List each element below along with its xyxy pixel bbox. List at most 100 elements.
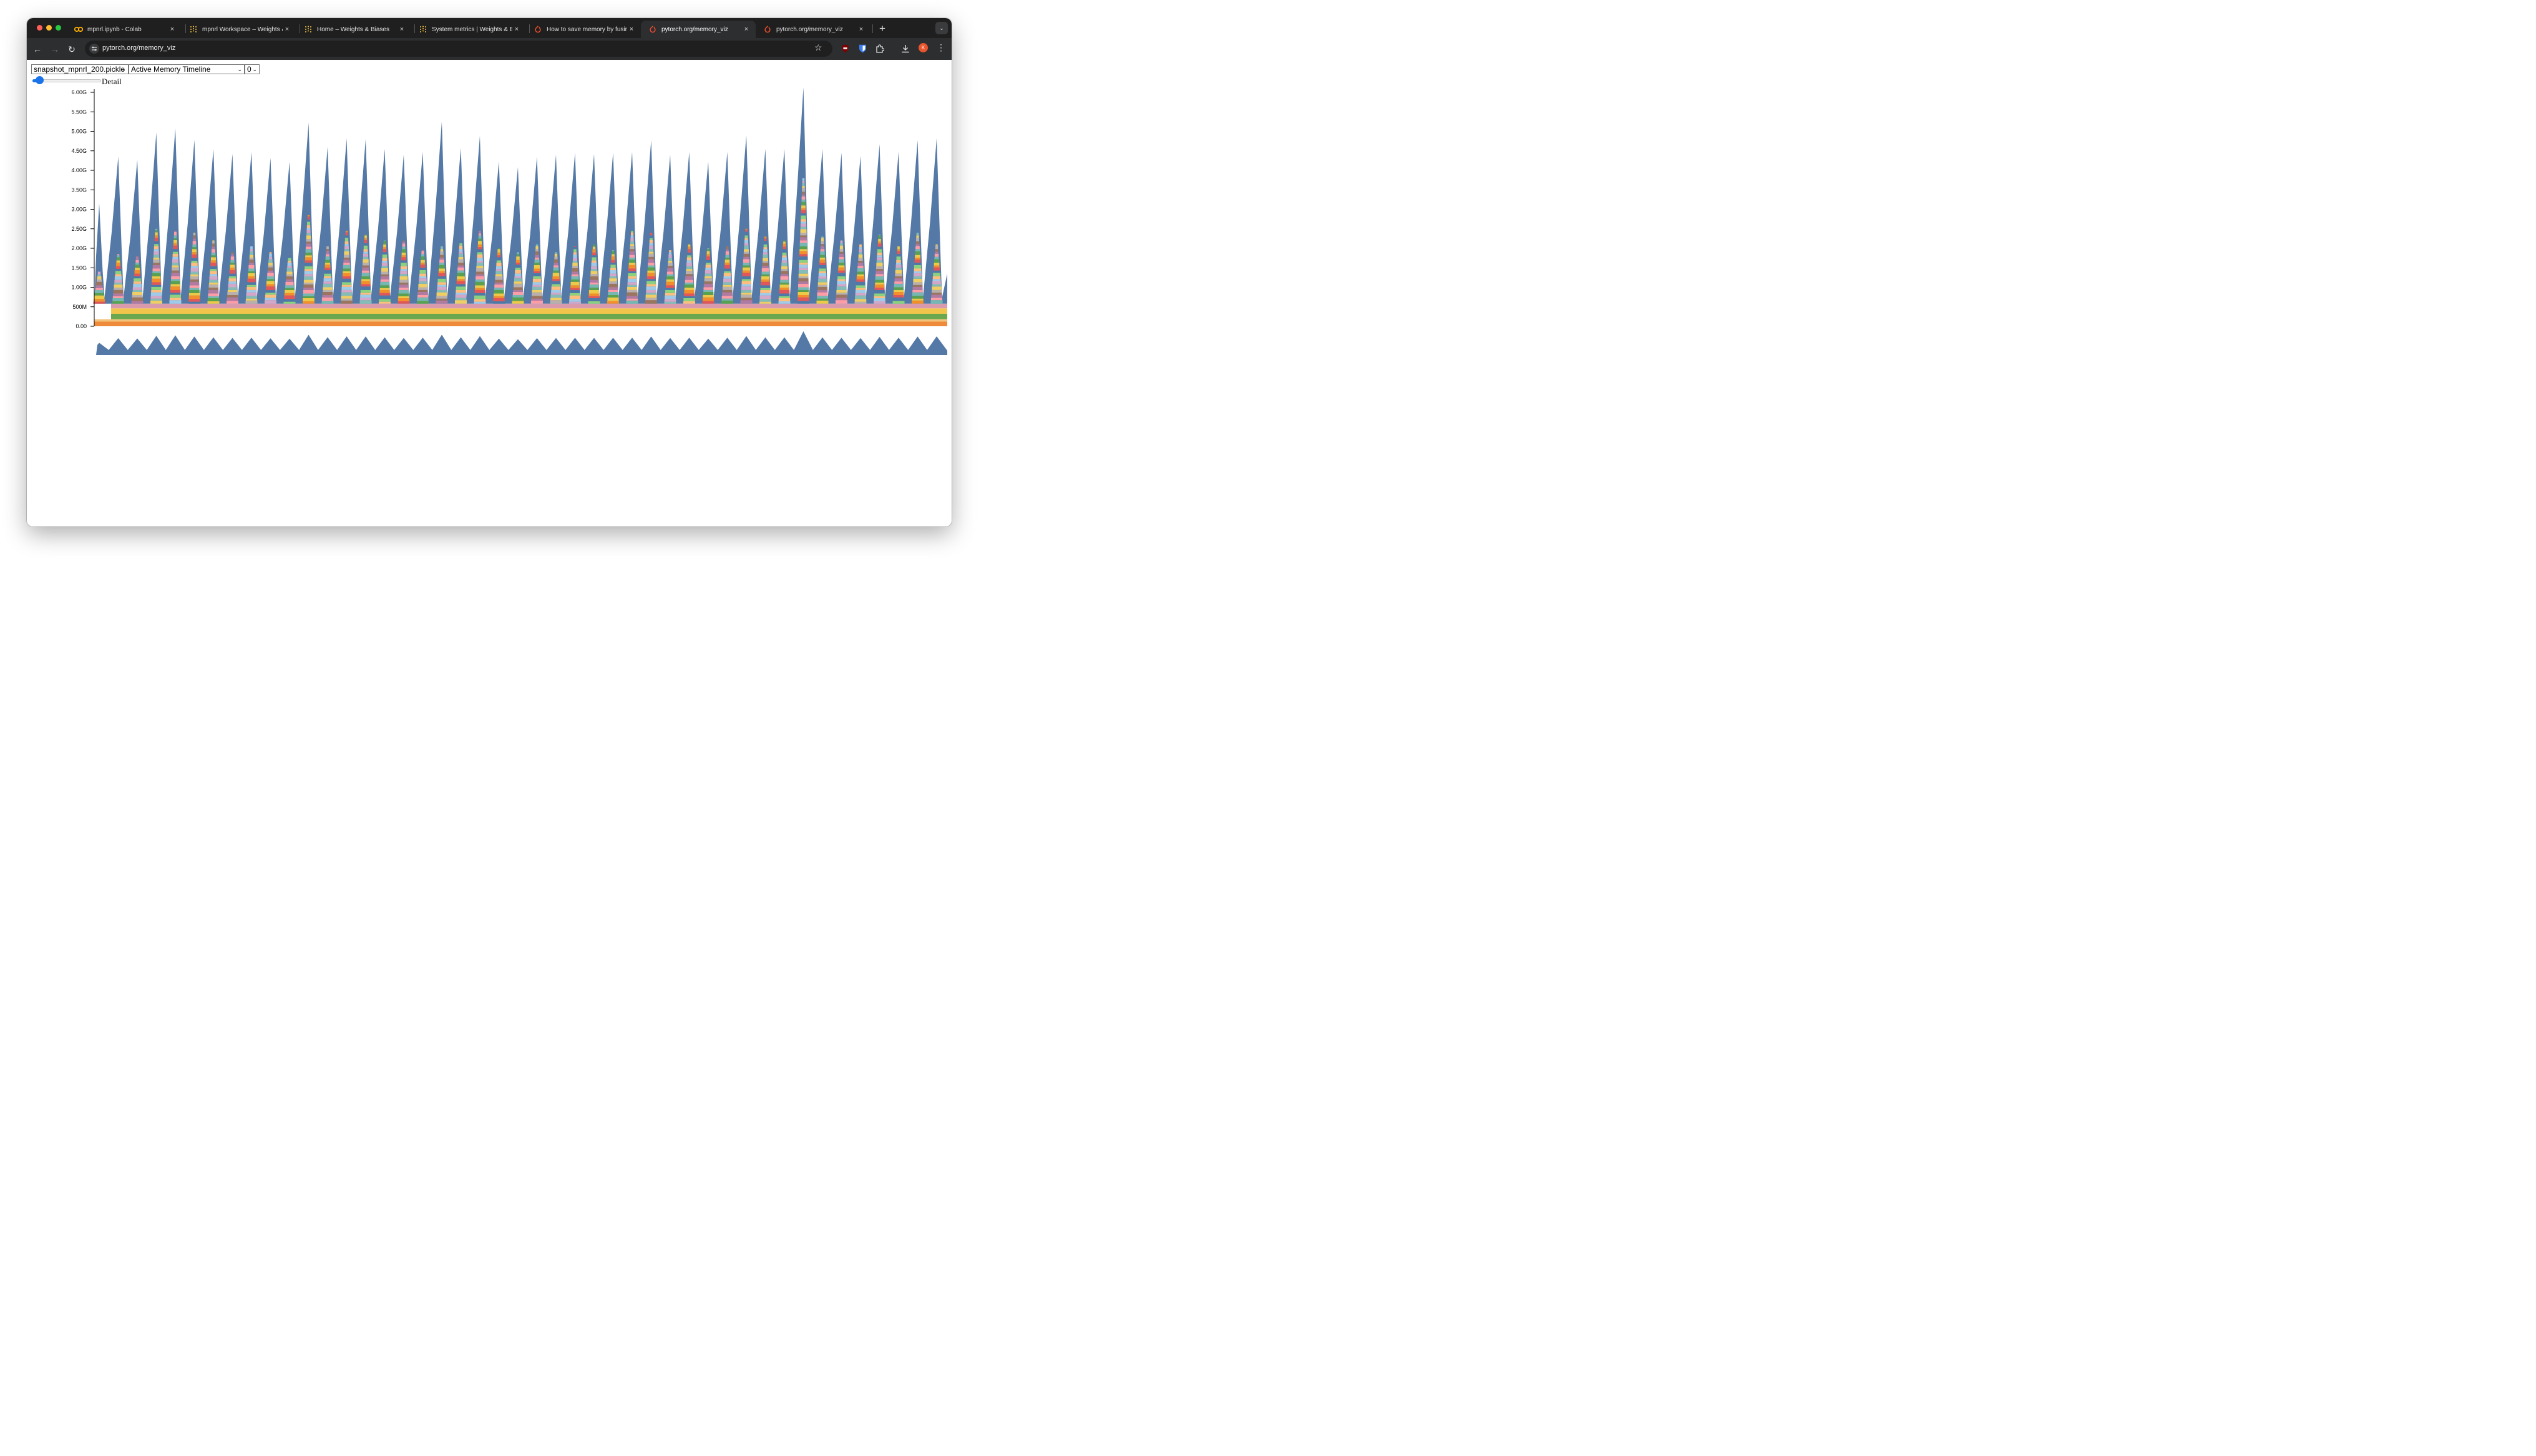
allocation-block[interactable] (800, 237, 807, 241)
allocation-block[interactable] (382, 255, 388, 258)
allocation-block[interactable] (783, 240, 786, 242)
allocation-block[interactable] (629, 255, 635, 258)
allocation-block[interactable] (723, 284, 732, 287)
allocation-block[interactable] (343, 260, 350, 263)
allocation-block[interactable] (554, 265, 558, 268)
allocation-block[interactable] (798, 283, 809, 288)
allocation-block[interactable] (932, 284, 942, 287)
allocation-block[interactable] (341, 289, 352, 293)
allocation-block[interactable] (399, 288, 409, 290)
allocation-block[interactable] (646, 289, 656, 293)
allocation-block[interactable] (497, 249, 500, 253)
allocation-block[interactable] (668, 258, 673, 261)
allocation-block[interactable] (912, 296, 924, 299)
allocation-block[interactable] (173, 249, 178, 252)
allocation-block[interactable] (437, 282, 446, 285)
allocation-block[interactable] (344, 238, 349, 241)
allocation-block[interactable] (666, 279, 675, 282)
allocation-block[interactable] (706, 260, 711, 263)
allocation-block[interactable] (479, 230, 481, 234)
allocation-block[interactable] (113, 293, 124, 296)
allocation-block[interactable] (612, 254, 615, 257)
allocation-block[interactable] (801, 221, 806, 224)
allocation-block[interactable] (876, 266, 883, 269)
allocation-block[interactable] (646, 286, 656, 290)
allocation-block[interactable] (935, 251, 939, 254)
allocation-block[interactable] (497, 257, 501, 261)
allocation-block[interactable] (342, 278, 351, 283)
allocation-block[interactable] (170, 284, 180, 287)
allocation-block[interactable] (724, 271, 731, 273)
allocation-block[interactable] (303, 288, 314, 290)
allocation-block[interactable] (517, 252, 519, 255)
allocation-block[interactable] (208, 288, 218, 290)
allocation-block[interactable] (362, 267, 369, 271)
close-icon[interactable]: × (514, 26, 519, 33)
allocation-block[interactable] (341, 286, 352, 290)
allocation-block[interactable] (779, 289, 790, 294)
allocation-block[interactable] (155, 235, 158, 238)
allocation-block[interactable] (930, 298, 943, 301)
allocation-block[interactable] (227, 301, 238, 304)
allocation-block[interactable] (191, 261, 198, 263)
allocation-block[interactable] (819, 258, 826, 260)
allocation-block[interactable] (933, 267, 940, 271)
allocation-block[interactable] (741, 284, 751, 287)
allocation-block[interactable] (877, 255, 882, 258)
allocation-block[interactable] (421, 251, 424, 255)
allocation-block[interactable] (686, 260, 692, 263)
allocation-block[interactable] (650, 233, 653, 236)
allocation-block[interactable] (478, 235, 482, 239)
allocation-block[interactable] (683, 296, 695, 298)
allocation-block[interactable] (303, 289, 315, 294)
allocation-block[interactable] (665, 295, 676, 299)
allocation-block[interactable] (326, 249, 329, 251)
allocation-block[interactable] (916, 235, 919, 238)
allocation-block[interactable] (455, 298, 467, 301)
allocation-block[interactable] (722, 292, 733, 296)
allocation-block[interactable] (838, 263, 845, 266)
allocation-block[interactable] (779, 296, 790, 298)
allocation-block[interactable] (268, 263, 273, 266)
allocation-block[interactable] (229, 273, 236, 276)
allocation-block[interactable] (592, 260, 597, 263)
allocation-block[interactable] (646, 284, 656, 287)
allocation-block[interactable] (135, 260, 139, 263)
allocation-block[interactable] (895, 268, 902, 270)
allocation-block[interactable] (704, 278, 713, 282)
allocation-block[interactable] (705, 273, 712, 276)
allocation-block[interactable] (649, 245, 653, 250)
allocation-block[interactable] (648, 265, 655, 268)
allocation-block[interactable] (683, 301, 695, 304)
allocation-block[interactable] (797, 287, 809, 290)
allocation-block[interactable] (288, 255, 291, 258)
allocation-block[interactable] (591, 263, 597, 266)
allocation-block[interactable] (895, 263, 902, 265)
allocation-block[interactable] (895, 273, 902, 276)
allocation-block[interactable] (645, 300, 657, 304)
allocation-block[interactable] (742, 270, 751, 273)
allocation-block[interactable] (476, 263, 484, 266)
allocation-block[interactable] (343, 258, 350, 260)
allocation-block[interactable] (151, 284, 162, 287)
allocation-block[interactable] (474, 293, 485, 296)
allocation-block[interactable] (821, 241, 824, 245)
allocation-block[interactable] (155, 230, 158, 233)
allocation-block[interactable] (418, 283, 427, 288)
allocation-block[interactable] (818, 278, 827, 283)
allocation-block[interactable] (818, 276, 827, 279)
allocation-block[interactable] (189, 285, 200, 288)
allocation-block[interactable] (476, 276, 484, 279)
allocation-block[interactable] (934, 265, 940, 268)
allocation-block[interactable] (323, 283, 333, 288)
allocation-block[interactable] (552, 279, 560, 281)
allocation-block[interactable] (726, 246, 729, 250)
allocation-block[interactable] (266, 281, 275, 284)
allocation-block[interactable] (114, 276, 122, 280)
allocation-block[interactable] (190, 281, 199, 286)
forward-button[interactable]: → (51, 44, 59, 54)
bookmark-star-icon[interactable]: ☆ (814, 42, 822, 52)
allocation-block[interactable] (744, 243, 749, 246)
allocation-block[interactable] (266, 286, 275, 290)
allocation-block[interactable] (535, 255, 539, 258)
